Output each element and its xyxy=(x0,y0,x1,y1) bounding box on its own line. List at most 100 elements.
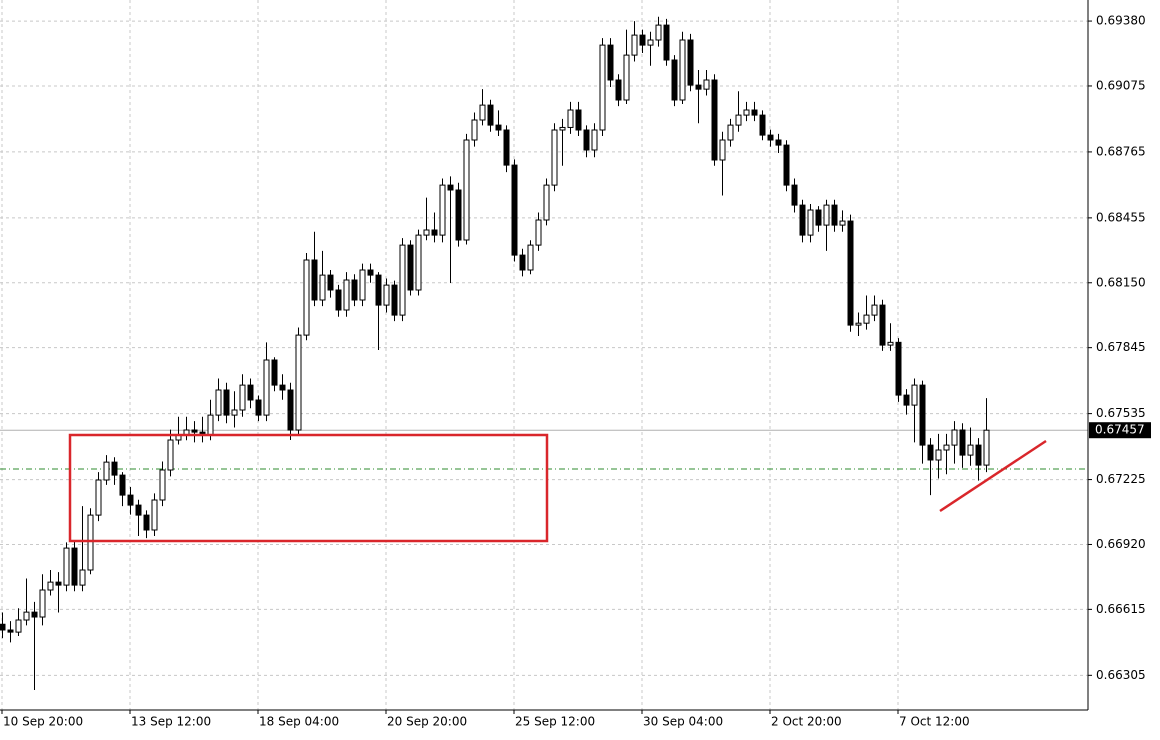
x-tick-label: 18 Sep 04:00 xyxy=(259,715,339,729)
candle-body xyxy=(215,389,222,416)
candle-body xyxy=(415,234,422,291)
candle-body xyxy=(879,304,886,346)
candle-body xyxy=(943,444,950,451)
candle-body xyxy=(511,164,518,256)
candle-body xyxy=(807,209,814,236)
candle-body xyxy=(383,284,390,306)
candle-body xyxy=(799,204,806,236)
candle-body xyxy=(95,479,102,516)
candle-body xyxy=(191,429,198,433)
candle-body xyxy=(695,84,702,90)
candle-body xyxy=(607,44,614,81)
candle-body xyxy=(495,124,502,131)
candle-body xyxy=(39,589,46,618)
y-tick-label: 0.66615 xyxy=(1096,602,1146,616)
candle-body xyxy=(151,499,158,531)
candle-body xyxy=(751,109,758,116)
candle-body xyxy=(839,220,846,226)
candle-body xyxy=(471,119,478,141)
candle-body xyxy=(31,611,38,618)
candle-body xyxy=(23,611,30,621)
y-tick-label: 0.68455 xyxy=(1096,210,1146,224)
candle-body xyxy=(391,284,398,316)
candle-body xyxy=(679,39,686,101)
candle-body xyxy=(951,429,958,446)
candle-body xyxy=(439,184,446,236)
candle-body xyxy=(423,229,430,236)
candle-body xyxy=(759,114,766,136)
candle-body xyxy=(55,581,62,586)
candle-body xyxy=(47,581,54,591)
candle-body xyxy=(927,444,934,461)
candle-body xyxy=(359,269,366,301)
candle-body xyxy=(103,461,110,481)
current-price-box xyxy=(1089,422,1151,439)
candle-body xyxy=(687,39,694,86)
candle-body xyxy=(479,104,486,121)
y-tick-label: 0.69075 xyxy=(1096,78,1146,92)
candle-body xyxy=(903,394,910,406)
candle-body xyxy=(263,359,270,416)
candle-body xyxy=(871,304,878,316)
candle-body xyxy=(399,244,406,316)
y-tick-label: 0.69380 xyxy=(1096,14,1146,28)
x-tick-label: 2 Oct 20:00 xyxy=(771,715,842,729)
candle-body xyxy=(671,59,678,101)
candle-body xyxy=(447,184,454,191)
candle-body xyxy=(15,619,22,633)
candle-body xyxy=(975,444,982,466)
candle-body xyxy=(295,334,302,431)
candle-body xyxy=(743,109,750,116)
candle-body xyxy=(0,623,6,631)
candle-body xyxy=(735,114,742,126)
candle-body xyxy=(271,359,278,386)
candle-body xyxy=(543,184,550,221)
candle-body xyxy=(591,129,598,151)
candle-body xyxy=(287,389,294,431)
candle-body xyxy=(935,449,942,461)
candle-body xyxy=(239,384,246,411)
y-tick-label: 0.66305 xyxy=(1096,668,1146,682)
candle-body xyxy=(527,244,534,271)
candle-body xyxy=(727,124,734,141)
candle-body xyxy=(703,79,710,90)
candle-body xyxy=(919,384,926,446)
candle-body xyxy=(455,189,462,241)
candle-body xyxy=(623,54,630,101)
candle-body xyxy=(895,341,902,396)
candle-body xyxy=(87,514,94,571)
y-tick-label: 0.67535 xyxy=(1096,406,1146,420)
candle-body xyxy=(647,39,654,46)
candle-body xyxy=(303,259,310,336)
candle-body xyxy=(655,24,662,41)
highlight-box xyxy=(68,433,549,543)
candle-body xyxy=(575,109,582,131)
candle-body xyxy=(143,514,150,531)
y-tick-label: 0.68765 xyxy=(1096,144,1146,158)
candle-body xyxy=(719,139,726,161)
candle-body xyxy=(463,139,470,241)
candle-body xyxy=(431,229,438,236)
candle-body xyxy=(351,279,358,301)
candle-body xyxy=(367,269,374,276)
candle-body xyxy=(335,289,342,311)
candle-body xyxy=(79,569,86,586)
candle-body xyxy=(775,139,782,146)
x-tick-label: 25 Sep 12:00 xyxy=(515,715,595,729)
candle-body xyxy=(279,384,286,391)
candle-body xyxy=(615,79,622,101)
candle-body xyxy=(207,414,214,436)
candle-body xyxy=(247,384,254,401)
candle-body xyxy=(863,314,870,324)
candle-body xyxy=(847,220,854,326)
candle-body xyxy=(71,547,78,586)
candle-body xyxy=(567,109,574,128)
candle-body xyxy=(831,204,838,226)
candle-body xyxy=(111,461,118,476)
candle-body xyxy=(599,44,606,131)
axis-labels: 0.69380 0.69075 0.68765 0.68455 0.68150 0.678… xyxy=(1,14,1151,729)
candle-body xyxy=(823,204,830,226)
candle-body xyxy=(887,341,894,346)
candle-body xyxy=(855,322,862,326)
candle-body xyxy=(167,439,174,471)
